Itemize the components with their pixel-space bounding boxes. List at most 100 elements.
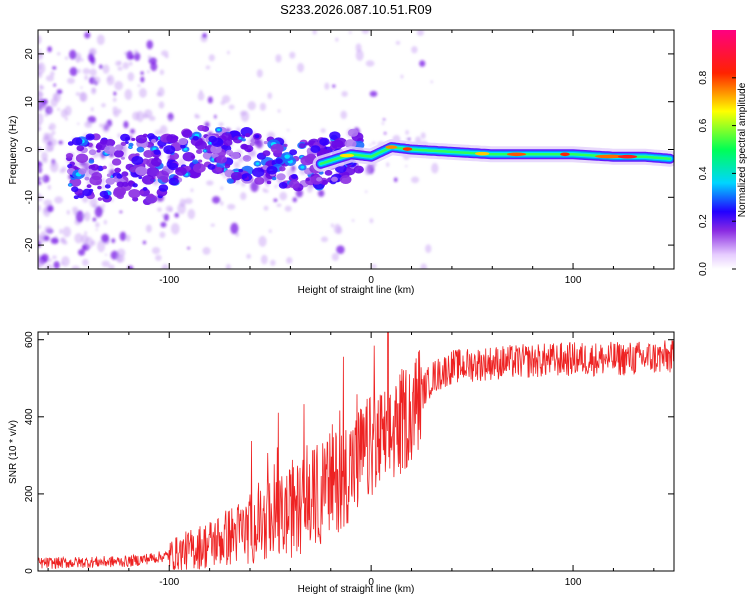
spectrogram-speckle [59, 169, 65, 174]
spectrogram-speckle [38, 204, 41, 212]
spectrogram-speckle [320, 128, 326, 133]
spectrogram-speckle [54, 92, 61, 103]
spectrogram-speckle [220, 201, 224, 206]
spectrogram-hotspot [69, 184, 72, 186]
spectrogram-blob [114, 167, 122, 173]
spectrogram-speckle [76, 60, 80, 63]
colorbar-tick-label: 0.6 [698, 118, 709, 132]
spectrogram-speckle [69, 67, 78, 77]
spectrogram-speckle [336, 226, 343, 235]
spectrogram-blob [192, 159, 199, 164]
spectrogram-blob [121, 171, 129, 177]
spectrogram-blob [166, 134, 178, 144]
spectrogram-speckle [341, 91, 348, 97]
spectrogram-blob [131, 155, 144, 165]
spectrogram-blob [262, 150, 271, 157]
spectrogram-speckle [364, 190, 368, 193]
spectrogram-speckle [53, 83, 56, 87]
spectrogram-speckle [61, 256, 70, 267]
spectrogram-speckle [351, 219, 355, 222]
spectrogram-speckle [240, 192, 247, 201]
spectrogram-speckle [64, 116, 68, 121]
spectrogram-speckle [279, 191, 288, 201]
spectrogram-blob [298, 143, 306, 149]
spectrogram-speckle [238, 156, 244, 163]
spectrogram-speckle [119, 231, 127, 241]
spectrogram-speckle [75, 92, 80, 96]
spectrogram-image [38, 30, 674, 269]
spectrogram-speckle [45, 75, 55, 82]
spectrogram-speckle [382, 118, 386, 121]
spectrogram-blob [147, 133, 155, 140]
spectrogram-y-tick-label: 10 [24, 96, 35, 108]
colorbar: 0.0 0.2 0.4 0.6 0.8 Normalized spectral ampl… [698, 30, 748, 276]
spectrogram-speckle [38, 48, 42, 52]
spectrogram-blob [266, 180, 272, 185]
spectrogram-blob [158, 184, 169, 192]
spectrogram-speckle [38, 112, 44, 126]
snr-y-tick-label: 200 [24, 485, 35, 502]
spectrogram-speckle [420, 132, 426, 139]
spectrogram-speckle [56, 89, 63, 95]
spectrogram-speckle [84, 236, 94, 249]
spectrogram-blob [246, 148, 252, 153]
spectrogram-speckle [187, 247, 191, 250]
spectrogram-speckle [420, 263, 428, 269]
spectrogram-speckle [47, 107, 53, 113]
spectrogram-y-tick-label: -10 [24, 190, 35, 205]
colorbar-tick-label: 0.2 [698, 214, 709, 228]
spectrogram-speckle [96, 34, 105, 46]
spectrogram-speckle [240, 110, 250, 122]
spectrogram-speckle [227, 203, 236, 210]
spectrogram-speckle [124, 88, 133, 101]
spectrogram-speckle [116, 255, 123, 263]
spectrogram-blob [85, 133, 95, 141]
spectrogram-speckle [38, 224, 42, 230]
spectrogram-blob [226, 178, 234, 184]
spectrogram-speckle [139, 87, 147, 98]
spectrogram-speckle [160, 221, 167, 228]
spectrogram-speckle [48, 258, 52, 262]
spectrogram-blob [254, 176, 265, 185]
spectrogram-hotspot [129, 146, 132, 149]
spectrogram-speckle [155, 254, 162, 261]
spectrogram-speckle [117, 66, 123, 71]
snr-plot-area [38, 332, 674, 571]
spectrogram-blob [151, 138, 157, 143]
spectrogram-speckle [146, 70, 150, 74]
spectrogram-blob [291, 173, 298, 179]
spectrogram-blob [250, 139, 256, 143]
spectrogram-speckle [39, 85, 45, 90]
spectrogram-speckle [52, 255, 57, 260]
spectrogram-speckle [106, 74, 115, 86]
spectrogram-speckle [275, 54, 282, 63]
spectrogram-blob [90, 163, 100, 171]
spectrogram-speckle [66, 210, 70, 215]
spectrogram-peak [402, 147, 413, 151]
spectrogram-blob [135, 166, 148, 176]
spectrogram-speckle [168, 118, 173, 122]
spectrogram-blob [324, 169, 333, 176]
spectrogram-speckle [259, 102, 267, 111]
snr-y-tick-label: 600 [24, 331, 35, 348]
spectrogram-blob [71, 186, 79, 193]
spectrogram-speckle [228, 104, 235, 110]
spectrogram-blob [143, 149, 154, 158]
spectrogram-blob [142, 133, 148, 138]
spectrogram-speckle [405, 165, 408, 168]
spectrogram-speckle [52, 66, 57, 70]
spectrogram-speckle [99, 123, 103, 128]
spectrogram-speckle [161, 213, 165, 218]
spectrogram-blob [278, 166, 286, 172]
spectrogram-speckle [38, 236, 44, 245]
spectrogram-speckle [38, 164, 41, 171]
spectrogram-blob [95, 144, 103, 150]
spectrogram-speckle [117, 133, 121, 138]
spectrogram-speckle [223, 174, 227, 179]
spectrogram-speckle [60, 237, 66, 243]
spectrogram-peak [385, 145, 398, 149]
spectrogram-speckle [49, 111, 52, 115]
spectrogram-blob [135, 153, 140, 157]
spectrogram-speckle [411, 176, 420, 184]
spectrogram-speckle [258, 235, 267, 247]
